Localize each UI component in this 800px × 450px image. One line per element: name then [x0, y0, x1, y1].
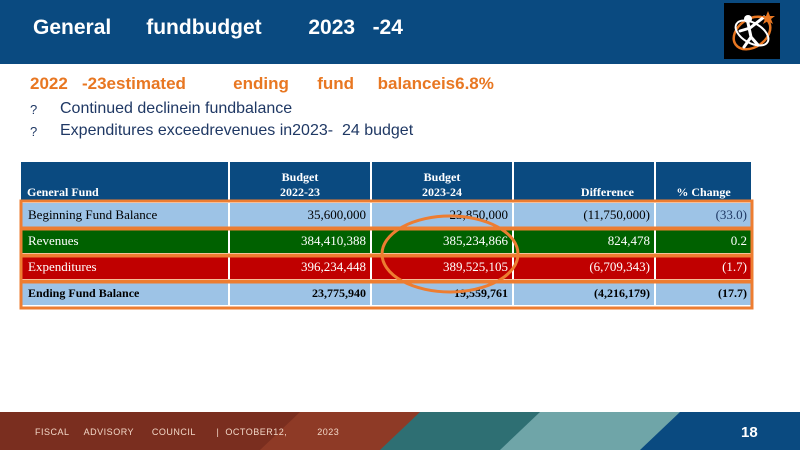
cell-difference: (11,750,000) [512, 201, 655, 228]
header-year-label: 2022-23 [280, 185, 320, 199]
table-row-expenditures: Expenditures 396,234,448 389,525,105 (6,… [21, 253, 751, 280]
cell-pct-change: (1.7) [654, 253, 751, 280]
header-difference: Difference [512, 162, 655, 202]
table-header-row: General Fund Budget 2022-23 Budget 2023-24… [21, 162, 751, 202]
cell-budget-2022-23: 384,410,388 [228, 227, 371, 254]
row-label: Ending Fund Balance [21, 279, 229, 305]
cell-budget-2022-23: 396,234,448 [228, 253, 371, 280]
bullet-list: ? Continued declinein fundbalance ? Expe… [30, 98, 413, 142]
cell-difference: (6,709,343) [512, 253, 655, 280]
cell-difference: 824,478 [512, 227, 655, 254]
bullet-marker: ? [30, 101, 38, 117]
bullet-text: Expenditures exceedrevenues in2023- 24 b… [60, 122, 414, 139]
bullet-item: ? Continued declinein fundbalance [30, 98, 413, 120]
cell-difference: (4,216,179) [512, 279, 655, 305]
cell-budget-2022-23: 23,775,940 [228, 279, 371, 305]
header-general-fund: General Fund [21, 162, 229, 202]
header-year-label: 2023-24 [422, 185, 462, 199]
bullet-marker: ? [30, 123, 38, 139]
table-row-ending-fund-balance: Ending Fund Balance 23,775,940 19,559,76… [21, 279, 751, 305]
cell-budget-2022-23: 35,600,000 [228, 201, 371, 228]
page-number: 18 [741, 424, 758, 441]
cell-pct-change: 0.2 [654, 227, 751, 254]
row-label: Expenditures [21, 253, 229, 280]
row-label: Beginning Fund Balance [21, 201, 229, 228]
footer-text: FISCAL ADVISORY COUNCIL | OCTOBER12, 202… [35, 427, 340, 437]
table-row-revenues: Revenues 384,410,388 385,234,866 824,478… [21, 227, 751, 254]
header-budget-label: Budget [423, 170, 461, 184]
cell-pct-change: (33.0) [654, 201, 751, 228]
slide-title: General fundbudget 2023 -24 [33, 16, 403, 39]
header-budget-2023-24: Budget 2023-24 [370, 162, 513, 202]
header-pct-change: % Change [654, 162, 751, 202]
footer-bar [0, 412, 800, 450]
cell-budget-2023-24: 389,525,105 [370, 253, 513, 280]
cell-budget-2023-24: 385,234,866 [370, 227, 513, 254]
row-label: Revenues [21, 227, 229, 254]
table-row-beginning-fund-balance: Beginning Fund Balance 35,600,000 23,850… [21, 201, 751, 228]
bullet-item: ? Expenditures exceedrevenues in2023- 24… [30, 120, 413, 142]
header-budget-label: Budget [281, 170, 319, 184]
header-budget-2022-23: Budget 2022-23 [228, 162, 371, 202]
bullet-text: Continued declinein fundbalance [60, 100, 293, 117]
general-fund-table: General Fund Budget 2022-23 Budget 2023-24… [21, 162, 751, 305]
title-bar [0, 0, 800, 64]
star-person-logo-icon [724, 3, 780, 59]
cell-budget-2023-24: 23,850,000 [370, 201, 513, 228]
cell-budget-2023-24: 19,559,761 [370, 279, 513, 305]
cell-pct-change: (17.7) [654, 279, 751, 305]
fund-balance-headline: 2022 -23estimated ending fund balanceis6… [30, 74, 494, 93]
